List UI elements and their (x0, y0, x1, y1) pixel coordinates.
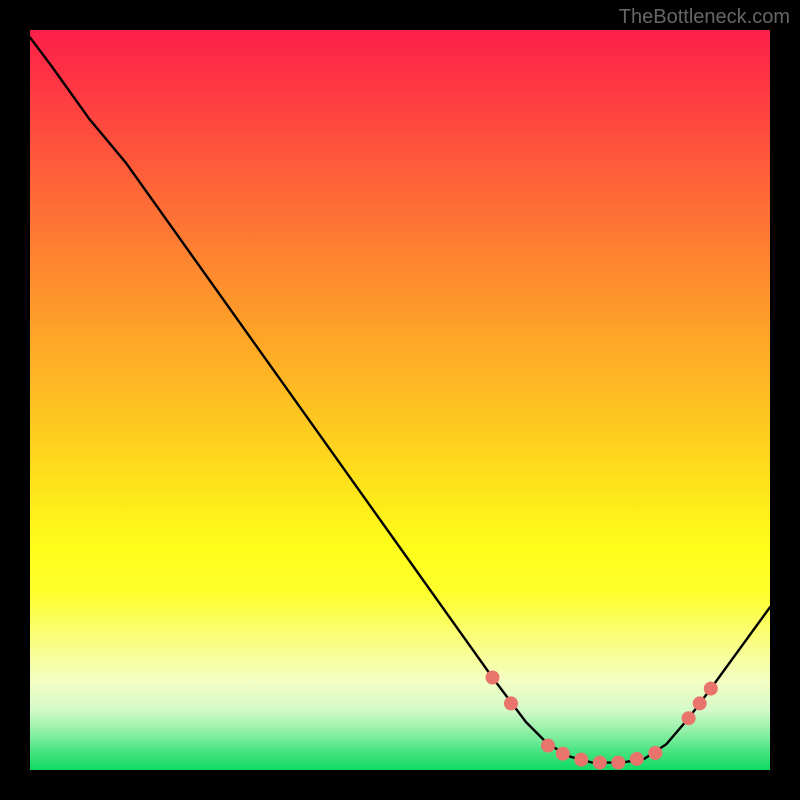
marker-point (704, 682, 718, 696)
plot-area (30, 30, 770, 770)
marker-point (541, 739, 555, 753)
marker-point (693, 696, 707, 710)
marker-point (504, 696, 518, 710)
marker-point (574, 753, 588, 767)
marker-point (486, 671, 500, 685)
marker-point (593, 756, 607, 770)
marker-point (556, 747, 570, 761)
marker-point (630, 752, 644, 766)
gradient-background (30, 30, 770, 770)
marker-point (611, 756, 625, 770)
watermark-text: TheBottleneck.com (619, 6, 790, 29)
marker-point (648, 746, 662, 760)
marker-point (682, 711, 696, 725)
chart-container: TheBottleneck.com (0, 0, 800, 800)
chart-svg (30, 30, 770, 770)
